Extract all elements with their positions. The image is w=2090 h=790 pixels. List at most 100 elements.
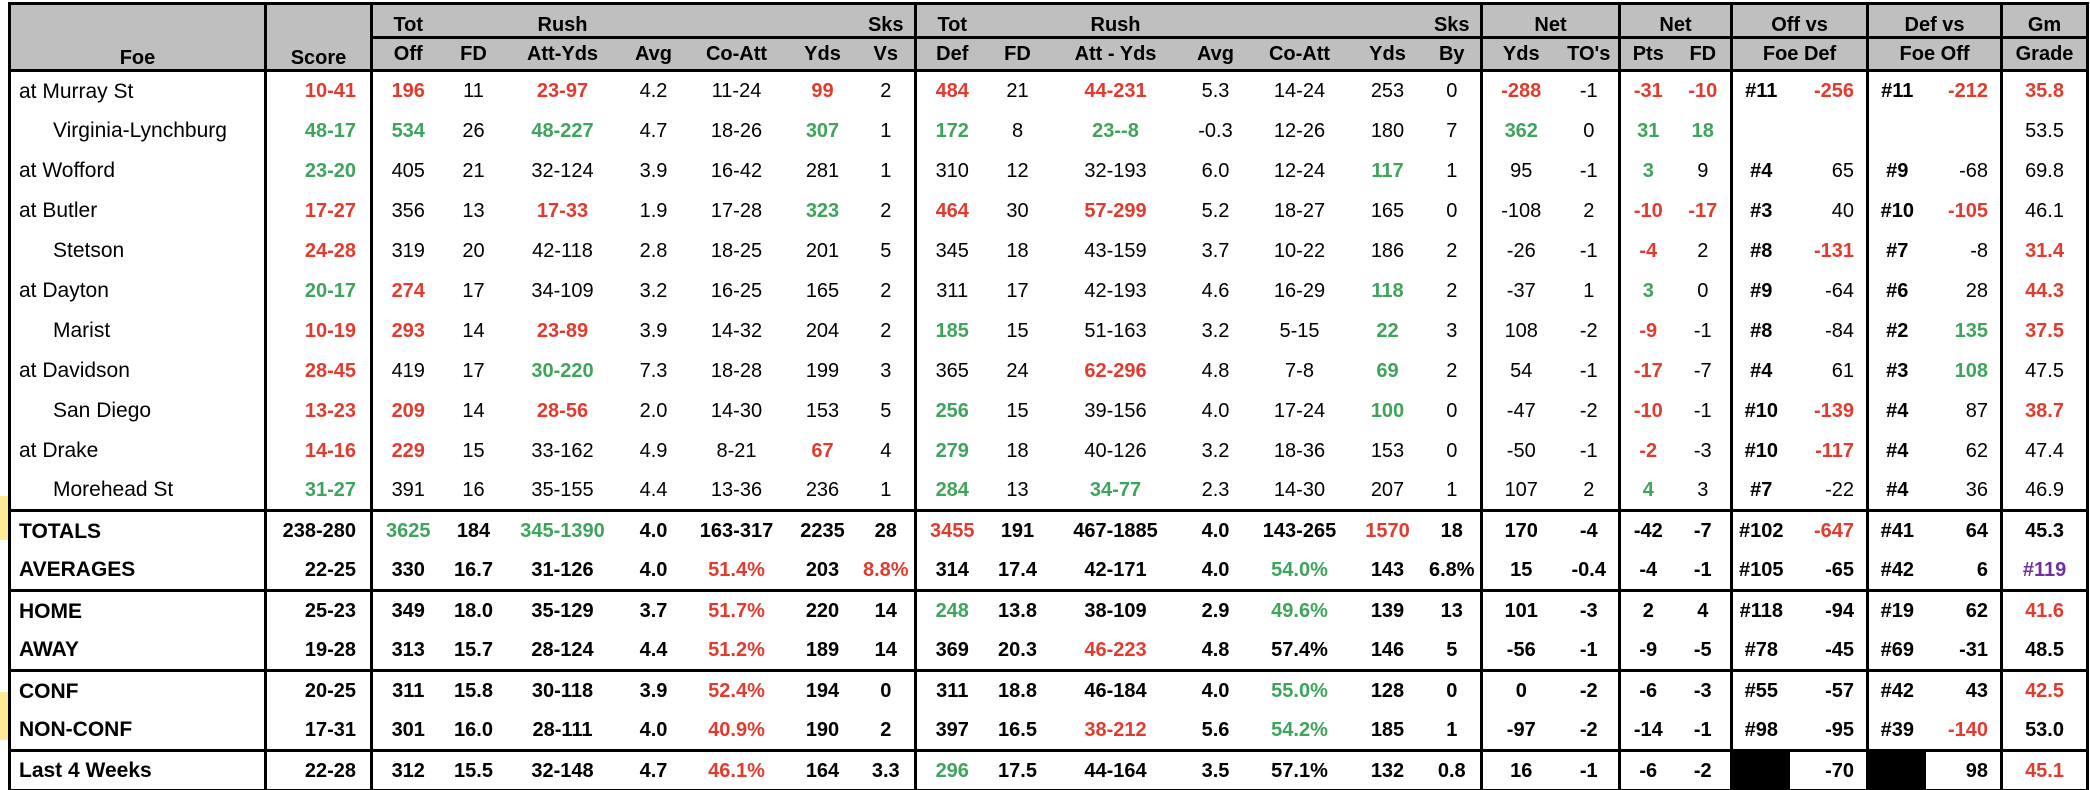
sks-by-cell[interactable]: 0 [1446,439,1458,462]
sks-by-cell[interactable]: 0.8 [1423,749,1482,790]
off-vs-value-cell[interactable]: -139 [1814,399,1855,422]
rush-att-yds-off-cell[interactable]: 34-109 [531,279,594,302]
fd-off-cell[interactable]: 14 [462,319,485,342]
tot-def-cell[interactable]: 311 [914,270,988,311]
foe-cell[interactable]: at Dayton [19,279,109,302]
net-yds-cell[interactable]: 108 [1480,310,1560,351]
co-att-def-cell[interactable]: 16-29 [1273,279,1326,302]
avg-def-cell[interactable]: 4.0 [1201,558,1230,581]
sks-by-cell[interactable]: 2 [1446,239,1458,262]
def-vs-value-cell[interactable]: -31 [1959,638,1989,661]
net-tos-cell[interactable]: -1 [1579,80,1598,103]
def-vs-value-cell[interactable]: 108 [1954,359,1989,382]
off-vs-value-cell[interactable]: -256 [1814,80,1855,103]
avg-off-cell[interactable]: 4.7 [639,119,668,142]
pass-yds-def-cell[interactable]: 153 [1370,439,1405,462]
tot-def-cell[interactable]: 279 [914,430,988,471]
score-cell[interactable]: 31-27 [264,470,372,511]
fd-def-cell[interactable]: 18 [1006,239,1029,262]
foe-cell[interactable]: at Davidson [19,359,130,382]
tot-off-cell[interactable]: 209 [370,390,444,431]
co-att-def-cell[interactable]: 5-15 [1279,319,1320,342]
pass-yds-def-cell[interactable]: 128 [1351,669,1424,711]
tot-off-cell[interactable]: 196 [370,70,444,111]
def-vs-rank-cell[interactable]: #10 [1866,190,1926,231]
co-att-def-cell[interactable]: 143-265 [1247,509,1352,551]
gm-grade-cell[interactable]: 45.3 [2000,509,2088,551]
net-yds-cell[interactable]: -50 [1480,430,1560,471]
score-cell[interactable]: 238-280 [264,509,372,551]
rush-att-yds-off-cell[interactable]: 345-1390 [503,509,622,551]
co-att-def-cell[interactable]: 54.2% [1271,718,1328,741]
gm-grade-cell[interactable]: 47.5 [2000,350,2088,391]
gm-grade-cell[interactable]: #119 [2000,550,2088,591]
net-fd-cell[interactable]: -17 [1688,199,1718,222]
def-vs-value-cell[interactable] [1926,111,2002,151]
avg-def-cell[interactable]: 4.8 [1201,359,1230,382]
tot-def-cell[interactable]: 369 [914,630,988,671]
co-att-def-cell[interactable]: 14-30 [1273,478,1326,501]
off-vs-rank-cell[interactable]: #102 [1730,509,1790,551]
net-tos-cell[interactable]: 0 [1583,119,1595,142]
tot-off-cell[interactable]: 3625 [370,509,444,551]
net-yds-cell[interactable]: 15 [1480,550,1560,591]
avg-off-cell[interactable]: 2.8 [639,239,668,262]
net-yds-cell[interactable]: -97 [1480,710,1560,751]
gm-grade-cell[interactable]: 53.5 [2000,110,2088,151]
off-vs-rank-cell[interactable]: #7 [1730,470,1790,511]
sks-vs-cell[interactable]: 4 [880,439,892,462]
def-vs-value-cell[interactable]: 28 [1965,279,1989,302]
net-tos-cell[interactable]: -3 [1559,589,1620,631]
foe-cell[interactable]: AVERAGES [19,558,136,582]
sks-by-cell[interactable]: 1 [1446,159,1458,182]
avg-def-cell[interactable]: 2.3 [1201,478,1230,501]
co-att-def-cell[interactable]: 7-8 [1285,359,1314,382]
def-vs-rank-cell[interactable]: #9 [1866,150,1926,191]
co-att-off-cell[interactable]: 13-36 [710,478,763,501]
col-header-def[interactable]: Def [914,37,988,72]
off-vs-value-cell[interactable]: -131 [1814,239,1855,262]
sks-by-cell[interactable]: 6.8% [1428,558,1475,581]
col-header-attyds-off[interactable]: Att-Yds [503,37,622,72]
avg-def-cell[interactable]: 5.3 [1201,80,1230,103]
def-vs-rank-cell[interactable]: #3 [1866,350,1926,391]
co-att-off-cell[interactable]: 51.4% [708,558,765,581]
def-vs-value-cell[interactable]: -105 [1948,199,1989,222]
co-att-def-cell[interactable]: 14-24 [1273,80,1326,103]
col-header-coatt-def[interactable]: Co-Att [1247,37,1352,72]
co-att-def-cell[interactable]: 18-36 [1273,439,1326,462]
net-fd-cell[interactable]: -1 [1693,319,1712,342]
pass-yds-off-cell[interactable]: 281 [805,159,840,182]
off-vs-value-cell[interactable]: -117 [1815,439,1855,462]
def-vs-rank-cell[interactable]: #41 [1866,509,1926,551]
fd-def-cell[interactable]: 17.5 [987,749,1048,790]
def-vs-value-cell[interactable]: 98 [1925,749,2002,790]
gm-grade-cell[interactable]: 44.3 [2000,270,2088,311]
pass-yds-off-cell[interactable]: 220 [787,589,858,631]
co-att-def-cell[interactable]: 57.1% [1247,749,1352,790]
def-vs-rank-cell[interactable]: #19 [1866,589,1926,631]
foe-cell[interactable]: at Butler [19,199,98,222]
score-cell[interactable]: 14-16 [264,430,372,471]
fd-off-cell[interactable]: 21 [462,159,485,182]
foe-cell[interactable]: Morehead St [53,478,174,502]
net-fd-cell[interactable]: -7 [1675,509,1732,551]
avg-off-cell[interactable]: 4.2 [639,80,668,103]
def-vs-rank-cell[interactable]: #42 [1866,550,1926,591]
net-yds-cell[interactable]: 107 [1480,470,1560,511]
tot-off-cell[interactable]: 311 [370,669,444,711]
off-vs-rank-cell[interactable]: #3 [1730,190,1790,231]
avg-off-cell[interactable]: 4.4 [639,638,668,661]
co-att-off-cell[interactable]: 46.1% [685,749,788,790]
off-vs-value-cell[interactable]: -84 [1825,319,1855,342]
net-pts-cell[interactable]: -10 [1618,190,1676,231]
sks-vs-cell[interactable]: 14 [857,589,916,631]
pass-yds-off-cell[interactable]: 165 [805,279,840,302]
pass-yds-def-cell[interactable]: 100 [1370,399,1405,422]
avg-def-cell[interactable]: 6.0 [1201,159,1230,182]
col-header-fd-off[interactable]: FD [443,37,504,72]
def-vs-rank-cell[interactable] [1866,110,1926,151]
net-pts-cell[interactable]: -9 [1618,310,1676,351]
tot-def-cell[interactable]: 310 [914,150,988,191]
net-fd-cell[interactable]: -5 [1693,638,1712,661]
